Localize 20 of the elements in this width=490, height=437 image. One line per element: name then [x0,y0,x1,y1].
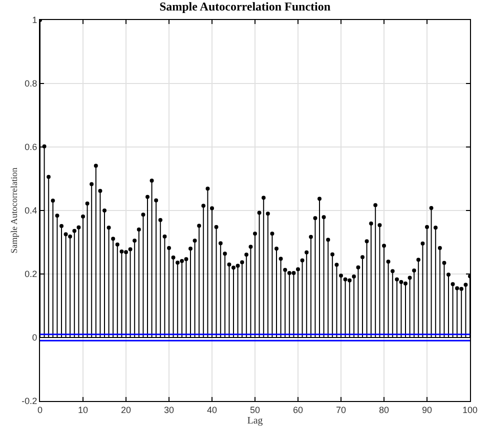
y-tick-label: -0.2 [22,396,38,406]
x-tick-label: 50 [250,404,260,415]
y-axis-title: Sample Autocorrelation [9,167,20,254]
x-tick-label: 90 [422,404,432,415]
x-tick-label: 80 [378,404,390,415]
y-tick-label: 1 [32,15,38,26]
x-tick-label: 30 [164,404,174,415]
y-tick-label: 0 [32,332,38,343]
x-tick-label: 40 [206,404,218,415]
chart-title: Sample Autocorrelation Function [159,0,331,14]
x-tick-label: 60 [292,404,304,415]
y-tick-label: 0.6 [24,142,38,152]
x-axis-title: Lag [247,415,263,426]
x-tick-label: 10 [78,404,88,415]
y-tick-label: 0.8 [24,78,38,89]
x-tick-label: 70 [336,404,346,415]
y-tick-label: 0.4 [24,206,38,216]
x-tick-label: 20 [120,404,132,415]
x-tick-label: 100 [462,404,478,415]
y-tick-label: 0.2 [24,269,38,280]
